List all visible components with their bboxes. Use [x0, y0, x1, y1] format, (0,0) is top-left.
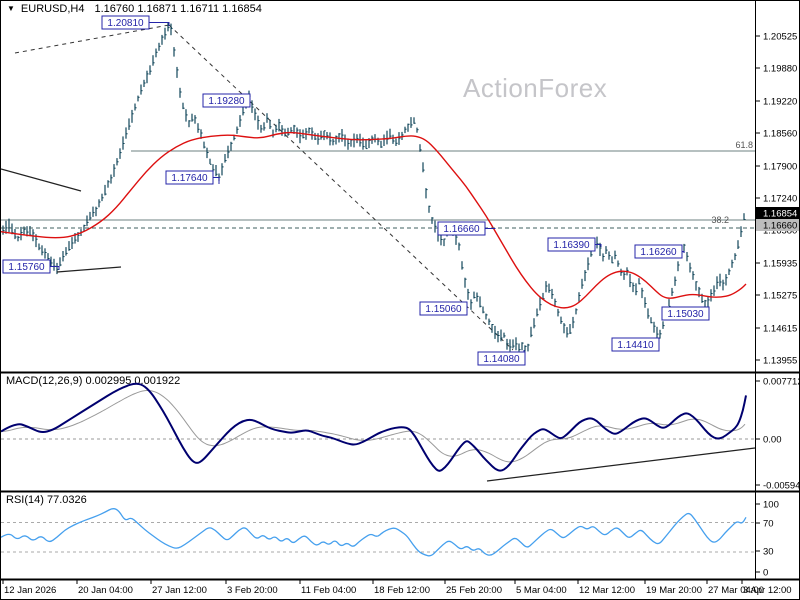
price-label-box [547, 237, 596, 252]
price-label-box [419, 301, 468, 316]
price-label-box [634, 244, 683, 259]
macd-axis-tick-label: 0.007712 [763, 377, 800, 388]
price-label-text: 1.16260 [640, 247, 677, 258]
date-axis-label: 11 Feb 04:00 [301, 585, 356, 596]
macd-line [1, 382, 747, 472]
price-label-box [165, 170, 214, 185]
ohlc-values: 1.16760 1.16871 1.16711 1.16854 [94, 3, 262, 15]
rsi-axis-tick-label: 100 [763, 500, 779, 511]
price-label-connector [485, 228, 496, 229]
price-axis-tick-label: 1.15935 [763, 259, 797, 270]
price-axis-tick-label: 1.19880 [763, 64, 797, 75]
rsi-line [1, 508, 747, 557]
price-label-text: 1.15030 [667, 309, 704, 320]
price-axis-tick-label: 1.15275 [763, 291, 797, 302]
price-label-text: 1.14410 [617, 340, 654, 351]
price-axis-tick-label: 1.13955 [763, 356, 797, 367]
price-label-box [101, 15, 150, 30]
macd-signal-line [1, 390, 746, 463]
price-label-box [611, 337, 660, 352]
price-label-text: 1.16660 [443, 224, 480, 235]
rsi-axis-tick-label: 0 [763, 568, 768, 579]
symbol-dropdown-icon[interactable]: ▼ [7, 4, 15, 13]
date-axis-label: 5 Mar 04:00 [516, 585, 567, 596]
moving-average-line [1, 131, 747, 309]
price-label-box [437, 221, 486, 236]
fib-level-label: 61.8 [735, 140, 753, 150]
price-axis-tick-label: 1.18560 [763, 129, 797, 140]
chart-header: ▼ EURUSD,H4 1.16760 1.16871 1.16711 1.1685… [7, 3, 262, 15]
price-label-box [202, 93, 251, 108]
price-label-text: 1.19280 [208, 96, 245, 107]
price-axis-tick-label: 1.17240 [763, 194, 797, 205]
macd-trendline [486, 447, 756, 482]
date-axis-label: 3 Feb 20:00 [227, 585, 278, 596]
price-label-text: 1.20810 [107, 18, 144, 29]
price-label-box [2, 259, 51, 274]
price-axis-tick-label: 1.14615 [763, 324, 797, 335]
price-label-connector [213, 177, 220, 184]
price-label-connector [595, 244, 602, 247]
dashed-trendline [168, 24, 514, 351]
date-axis-label: 27 Mar 04:00 [708, 585, 764, 596]
watermark: ActionForex [463, 73, 608, 103]
price-label-connector [682, 251, 685, 253]
macd-axis-tick-label: 0.00 [763, 435, 782, 446]
macd-axis-tick-label: -0.005944 [763, 481, 800, 492]
price-label-connector [50, 266, 60, 270]
price-badge [756, 219, 799, 231]
price-label-text: 1.14080 [483, 354, 520, 365]
price-axis-tick-label: 1.17900 [763, 162, 797, 173]
rsi-indicator-label: RSI(14) 77.0326 [6, 494, 87, 506]
fib-level-label: 38.2 [711, 215, 729, 225]
date-axis-label: 3 Apr 12:00 [743, 585, 792, 596]
date-axis-label: 27 Jan 12:00 [152, 585, 207, 596]
price-axis-tick-label: 1.19220 [763, 97, 797, 108]
price-badge-text: 1.16854 [763, 209, 797, 220]
price-label-text: 1.15760 [8, 262, 45, 273]
price-label-box [661, 306, 710, 321]
price-label-text: 1.15060 [425, 304, 462, 315]
dashed-trendline [14, 24, 170, 54]
price-label-text: 1.17640 [171, 173, 208, 184]
price-axis-tick-label: 1.20525 [763, 32, 797, 43]
price-label-box [477, 351, 526, 366]
date-axis-label: 12 Mar 12:00 [579, 585, 635, 596]
symbol-timeframe: EURUSD,H4 [20, 3, 85, 15]
trendline [1, 168, 82, 192]
date-axis-label: 12 Jan 2026 [4, 585, 56, 596]
price-label-connector [149, 22, 170, 26]
price-label-text: 1.16390 [553, 240, 590, 251]
trendline [56, 266, 122, 273]
rsi-axis-tick-label: 30 [763, 547, 774, 558]
date-axis-label: 25 Feb 20:00 [446, 585, 502, 596]
date-axis-label: 18 Feb 12:00 [374, 585, 430, 596]
rsi-axis-tick-label: 70 [763, 519, 774, 530]
date-axis-label: 20 Jan 04:00 [78, 585, 133, 596]
date-axis-label: 19 Mar 20:00 [646, 585, 702, 596]
price-badge-text: 1.16660 [763, 221, 797, 232]
price-badge [756, 207, 799, 219]
